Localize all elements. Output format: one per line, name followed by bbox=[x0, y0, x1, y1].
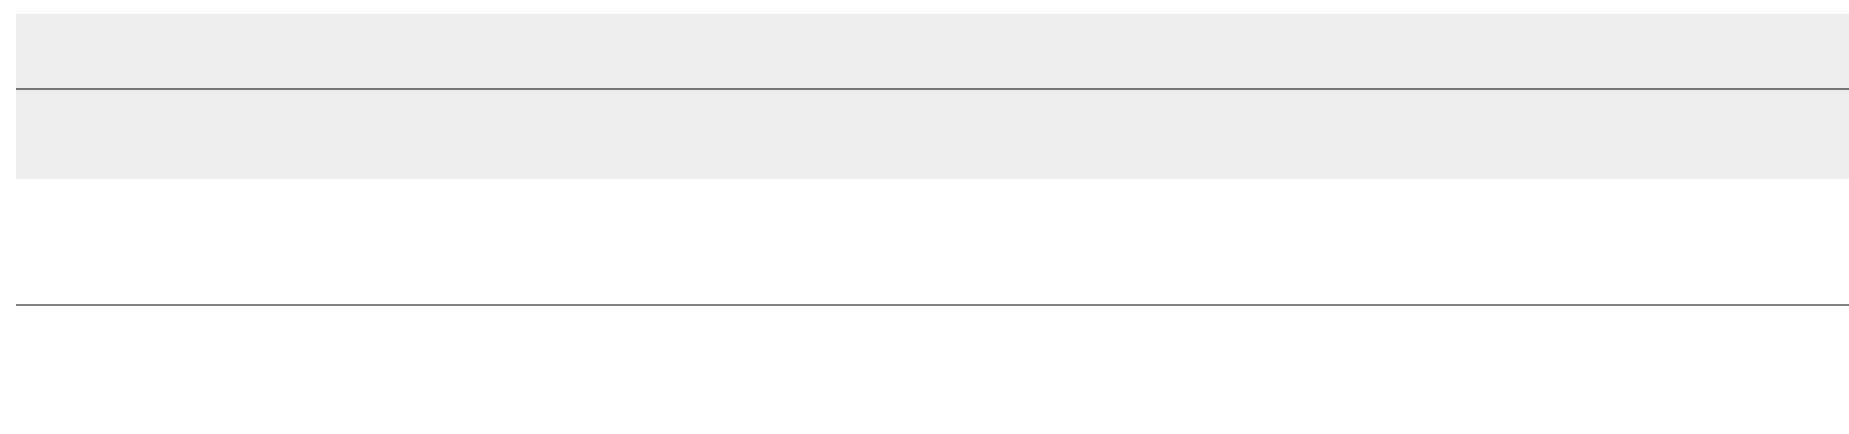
bottom-genome-controls bbox=[0, 290, 16, 350]
top-genome-controls bbox=[0, 74, 16, 134]
top-panel-background bbox=[16, 14, 1849, 179]
